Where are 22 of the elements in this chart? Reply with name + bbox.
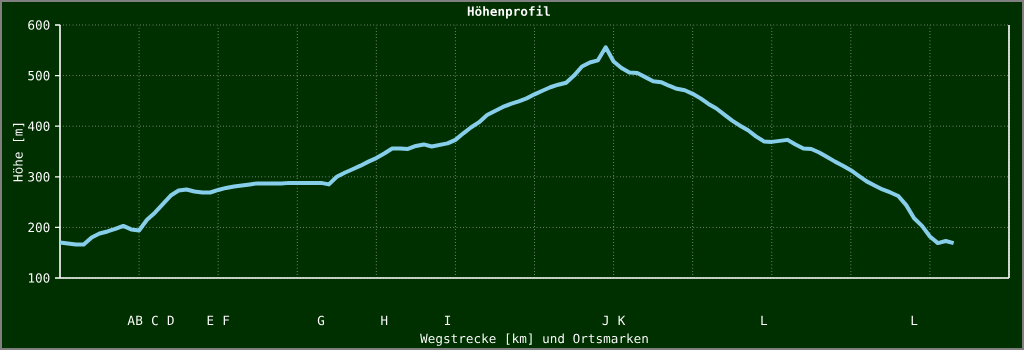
y-tick-label: 300 <box>28 172 50 182</box>
x-tick-label: K <box>618 315 626 325</box>
chart-title: Höhenprofil <box>467 5 550 19</box>
x-tick-label: D <box>167 315 174 325</box>
x-tick-label: F <box>223 315 230 325</box>
x-tick-label: L <box>911 315 918 325</box>
x-tick-label: C <box>151 315 158 326</box>
y-tick-label: 500 <box>28 70 50 81</box>
y-tick-label: 400 <box>28 121 50 131</box>
x-tick-label: J <box>602 315 608 326</box>
x-tick-label: I <box>444 315 451 325</box>
y-axis-title: Höhe [m] <box>12 123 25 182</box>
x-tick-label: L <box>761 315 768 325</box>
x-tick-label: G <box>317 315 324 326</box>
x-tick-label: H <box>381 315 388 325</box>
y-tick-label: 600 <box>28 20 50 30</box>
x-tick-label: A <box>127 315 135 325</box>
x-tick-label: E <box>207 315 214 325</box>
x-axis-title: Wegstrecke [km] und Ortsmarken <box>420 333 648 346</box>
y-tick-label: 200 <box>28 222 50 233</box>
y-tick-label: 100 <box>28 273 50 283</box>
x-tick-label: B <box>136 315 143 325</box>
